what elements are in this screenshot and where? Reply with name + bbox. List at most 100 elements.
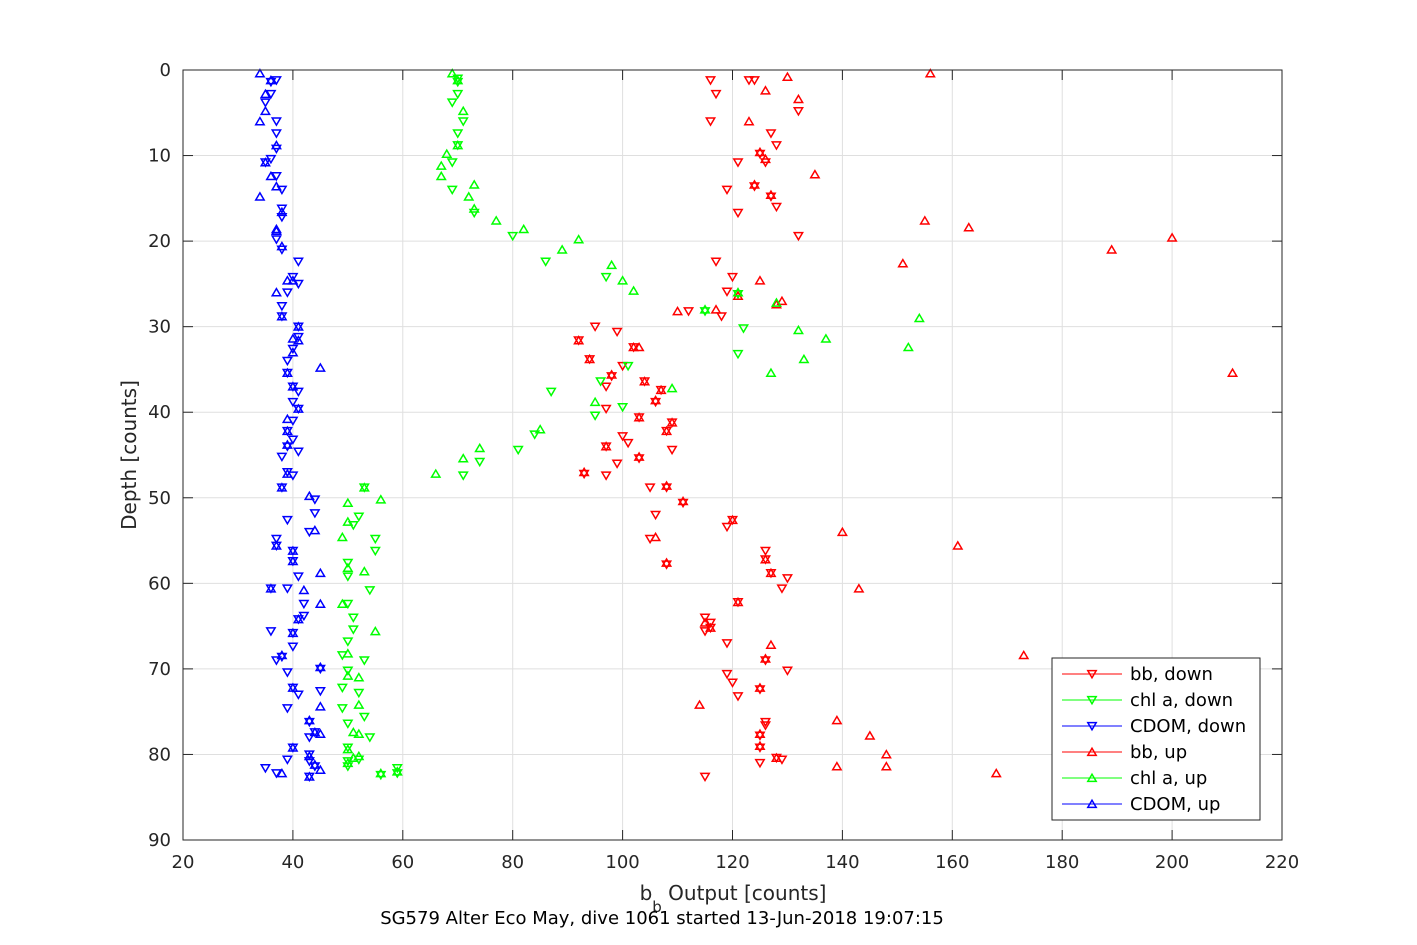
data-point	[705, 76, 717, 86]
data-point	[732, 596, 744, 607]
data-point	[699, 772, 711, 782]
x-tick-label: 140	[825, 852, 859, 873]
data-point	[770, 202, 782, 213]
data-point	[1018, 649, 1030, 660]
data-point	[600, 471, 612, 481]
data-point	[661, 560, 673, 570]
data-point	[754, 728, 766, 739]
data-point	[705, 117, 717, 127]
data-point	[721, 287, 733, 297]
x-tick-label: 180	[1045, 852, 1079, 873]
data-point	[919, 215, 931, 225]
data-point	[336, 531, 348, 542]
data-point	[759, 153, 771, 164]
data-point	[303, 750, 315, 761]
data-point	[732, 158, 744, 168]
data-point	[650, 510, 662, 521]
y-tick-label: 70	[148, 659, 171, 680]
data-point	[617, 432, 629, 442]
series-cdom-up	[254, 68, 326, 781]
data-point	[287, 272, 299, 283]
data-point	[342, 516, 354, 526]
legend-marker	[1086, 746, 1098, 757]
data-point	[765, 129, 777, 139]
data-point	[364, 733, 376, 743]
data-point	[259, 764, 271, 774]
data-point	[281, 468, 293, 478]
data-point	[628, 341, 640, 352]
legend-marker	[1086, 772, 1098, 783]
data-point	[765, 192, 777, 202]
data-point	[732, 349, 744, 360]
data-point	[254, 116, 266, 126]
data-point	[600, 441, 612, 451]
data-point	[391, 766, 403, 776]
data-point	[452, 129, 464, 139]
data-point	[754, 731, 766, 741]
data-point	[540, 257, 552, 267]
data-point	[336, 598, 348, 608]
data-point	[644, 483, 656, 493]
data-point	[314, 362, 326, 372]
data-point	[270, 225, 282, 235]
data-point	[726, 272, 739, 283]
y-axis-ticks: 0 10 20 30 40 50 60 70 80 90	[148, 60, 1282, 851]
data-point	[342, 719, 354, 729]
data-point	[287, 627, 299, 638]
y-tick-label: 40	[148, 402, 171, 423]
data-point	[595, 377, 607, 387]
data-point	[617, 402, 629, 413]
data-point	[281, 584, 293, 594]
data-point	[364, 586, 376, 596]
data-point	[748, 76, 760, 86]
y-tick-label: 50	[148, 488, 171, 509]
data-point	[292, 321, 304, 331]
data-point	[292, 403, 304, 413]
data-point	[666, 445, 678, 456]
data-point	[314, 664, 326, 675]
data-point	[281, 425, 293, 436]
data-point	[600, 272, 612, 283]
data-point	[699, 613, 711, 623]
data-point	[292, 447, 304, 457]
data-point	[353, 728, 365, 739]
data-point	[342, 757, 354, 768]
data-point	[770, 299, 782, 309]
y-tick-label: 30	[148, 317, 171, 338]
legend-label: chl a, down	[1130, 690, 1233, 711]
data-point	[457, 471, 469, 481]
data-point	[518, 223, 530, 234]
data-point	[666, 383, 678, 393]
data-point	[853, 583, 865, 593]
data-point	[287, 545, 299, 555]
data-point	[754, 275, 766, 285]
data-point	[990, 768, 1002, 778]
data-point	[792, 106, 804, 117]
data-point	[281, 367, 293, 377]
data-point	[589, 411, 601, 421]
data-point	[342, 744, 354, 754]
data-point	[281, 439, 293, 449]
data-point	[743, 116, 755, 126]
data-point	[435, 160, 447, 170]
data-point	[770, 752, 782, 762]
data-point	[292, 572, 304, 582]
data-point	[281, 704, 293, 714]
data-point	[584, 353, 596, 364]
data-point	[792, 324, 804, 335]
data-point	[292, 257, 304, 267]
data-point	[369, 534, 381, 545]
series-chl-a-down	[336, 74, 750, 781]
data-point	[776, 584, 788, 594]
data-point	[759, 554, 771, 564]
data-point	[512, 445, 524, 456]
data-point	[314, 567, 326, 578]
data-point	[314, 728, 326, 739]
data-point	[353, 750, 365, 761]
data-point	[281, 668, 293, 678]
data-point	[639, 376, 651, 386]
data-markers	[254, 68, 1239, 782]
data-point	[270, 540, 282, 550]
data-point	[683, 307, 695, 317]
data-point	[672, 306, 684, 316]
